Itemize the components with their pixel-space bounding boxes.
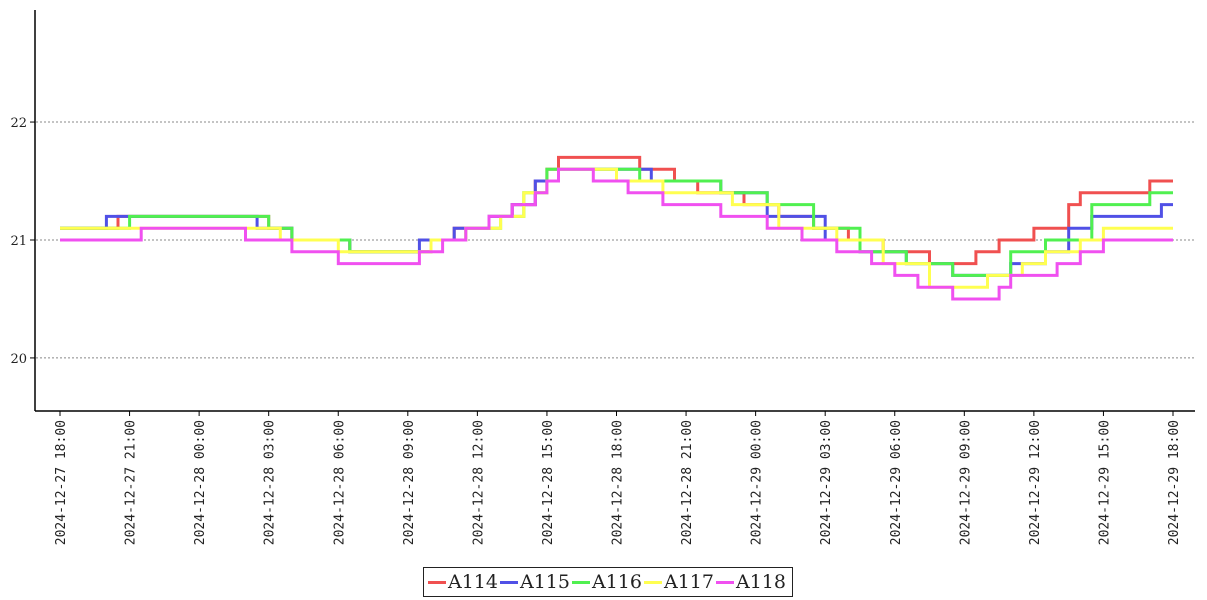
series-line-a118	[60, 167, 1173, 301]
legend-label-a115: A115	[520, 571, 570, 593]
y-axis-ticks: 20 21 22	[10, 116, 35, 367]
legend-swatch-a117	[644, 580, 662, 584]
legend-swatch-a115	[500, 580, 518, 584]
legend-item-a118: A118	[716, 571, 786, 593]
legend: A114 A115 A116 A117 A118	[423, 567, 793, 597]
legend-label-a114: A114	[448, 571, 498, 593]
series-lines	[60, 155, 1173, 301]
legend-item-a117: A117	[644, 571, 714, 593]
y-tick-label: 20	[10, 352, 27, 367]
legend-label-a118: A118	[736, 571, 786, 593]
legend-item-a115: A115	[500, 571, 570, 593]
legend-label-a117: A117	[664, 571, 714, 593]
legend-label-a116: A116	[592, 571, 642, 593]
x-axis-ticks: 2024-12-27 18:00 2024-12-27 21:00 2024-12-…	[54, 411, 1182, 545]
x-tick-label: 2024-12-29 15:00	[1097, 420, 1112, 545]
x-tick-label: 2024-12-28 09:00	[402, 420, 417, 545]
x-tick-label: 2024-12-29 06:00	[889, 420, 904, 545]
series-line-a115	[60, 167, 1173, 277]
x-tick-label: 2024-12-27 18:00	[54, 420, 69, 545]
x-tick-label: 2024-12-29 03:00	[819, 420, 834, 545]
x-tick-label: 2024-12-28 03:00	[263, 420, 278, 545]
series-line-a116	[60, 167, 1173, 277]
legend-swatch-a116	[572, 580, 590, 584]
x-tick-label: 2024-12-28 18:00	[611, 420, 626, 545]
legend-swatch-a114	[428, 580, 446, 584]
y-tick-label: 22	[10, 116, 27, 131]
x-tick-label: 2024-12-27 21:00	[124, 420, 139, 545]
x-tick-label: 2024-12-28 00:00	[193, 420, 208, 545]
x-tick-label: 2024-12-28 21:00	[680, 420, 695, 545]
x-tick-label: 2024-12-29 18:00	[1167, 420, 1182, 545]
x-tick-label: 2024-12-29 09:00	[958, 420, 973, 545]
y-tick-label: 21	[10, 234, 27, 249]
x-tick-label: 2024-12-28 06:00	[332, 420, 347, 545]
x-tick-label: 2024-12-29 12:00	[1028, 420, 1043, 545]
x-tick-label: 2024-12-28 12:00	[471, 420, 486, 545]
x-tick-label: 2024-12-29 00:00	[750, 420, 765, 545]
legend-swatch-a118	[716, 580, 734, 584]
legend-item-a114: A114	[428, 571, 498, 593]
x-tick-label: 2024-12-28 15:00	[541, 420, 556, 545]
legend-item-a116: A116	[572, 571, 642, 593]
